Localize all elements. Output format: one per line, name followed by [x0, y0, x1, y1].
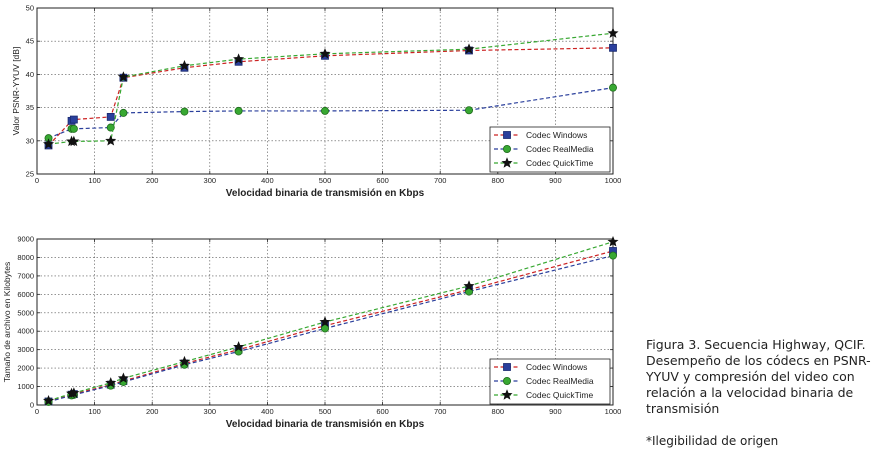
- data-point: [68, 135, 80, 147]
- x-tick-label: 0: [35, 176, 39, 185]
- series-line: [48, 250, 614, 403]
- data-point: [463, 43, 475, 54]
- y-tick-label: 30: [26, 136, 34, 145]
- data-point: [609, 43, 617, 52]
- data-point: [609, 251, 618, 260]
- data-point: [119, 108, 128, 117]
- data-point: [178, 59, 190, 71]
- x-tick-label: 200: [146, 407, 159, 416]
- y-tick-label: 40: [26, 70, 34, 79]
- data-point: [464, 106, 473, 115]
- data-point: [42, 394, 55, 406]
- legend-marker: [501, 157, 513, 168]
- legend-label: Codec Windows: [526, 362, 587, 372]
- y-tick-label: 9000: [17, 235, 34, 244]
- x-tick-label: 700: [434, 176, 447, 185]
- data-point: [68, 387, 80, 398]
- y-tick-label: 45: [26, 37, 34, 46]
- y-tick-label: 3000: [17, 345, 34, 354]
- data-point: [320, 106, 329, 115]
- data-point: [233, 53, 245, 64]
- x-tick-label: 1000: [605, 176, 622, 185]
- y-tick-label: 25: [26, 170, 34, 179]
- data-point: [320, 324, 329, 333]
- series-line: [48, 255, 614, 403]
- x-tick-label: 100: [88, 176, 101, 185]
- y-tick-label: 5000: [17, 308, 34, 317]
- figure-caption: Figura 3. Secuencia Highway, QCIF. Desem…: [646, 337, 871, 416]
- x-tick-label: 400: [261, 176, 274, 185]
- data-point: [463, 280, 475, 291]
- x-tick-label: 900: [549, 176, 562, 185]
- legend-marker: [503, 363, 511, 371]
- x-tick-label: 900: [549, 407, 562, 416]
- legend-label: Codec Windows: [526, 130, 587, 140]
- data-point: [117, 372, 129, 383]
- legend-label: Codec RealMedia: [526, 376, 594, 386]
- x-axis-label: Velocidad binaria de transmisión en Kbps: [226, 419, 425, 430]
- series-line: [48, 87, 614, 139]
- chart-1: 0 100 200 300 400 500 600 700 800 900 1000 25 30 35 40…: [11, 4, 621, 200]
- data-point: [319, 48, 331, 59]
- y-axis-label: Tamaño de archivo en Kilobytes: [2, 262, 12, 383]
- y-tick-label: 50: [26, 4, 34, 13]
- data-point: [117, 71, 129, 82]
- x-tick-label: 800: [492, 176, 505, 185]
- data-point: [233, 341, 245, 352]
- x-tick-label: 600: [376, 176, 389, 185]
- legend-label: Codec QuickTime: [526, 390, 594, 400]
- legend-marker: [502, 376, 511, 385]
- data-point: [609, 83, 618, 92]
- series-line: [48, 32, 614, 145]
- data-point: [105, 134, 117, 146]
- data-point: [607, 27, 619, 38]
- legend-marker: [502, 144, 511, 153]
- y-tick-label: 8000: [17, 253, 34, 262]
- series-codec-quicktime: [42, 27, 619, 149]
- y-tick-label: 35: [26, 103, 34, 112]
- legend-label: Codec QuickTime: [526, 158, 594, 168]
- data-point: [105, 377, 117, 388]
- data-point: [42, 138, 55, 149]
- data-point: [319, 316, 331, 327]
- x-tick-label: 500: [319, 407, 332, 416]
- data-point: [106, 112, 115, 121]
- x-tick-label: 300: [204, 176, 217, 185]
- series-codec-quicktime: [42, 235, 619, 406]
- y-tick-label: 2000: [17, 364, 34, 373]
- y-tick-label: 4000: [17, 327, 34, 336]
- legend: Codec Windows Codec RealMedia Codec QuickT…: [489, 358, 611, 405]
- legend-label: Codec RealMedia: [526, 144, 594, 154]
- illegibility-note: *Ilegibilidad de origen: [646, 434, 779, 448]
- data-point: [234, 106, 243, 115]
- y-tick-label: 1000: [17, 382, 34, 391]
- x-tick-label: 100: [88, 407, 101, 416]
- x-tick-label: 0: [35, 407, 39, 416]
- legend: Codec Windows Codec RealMedia Codec QuickT…: [489, 126, 611, 173]
- y-axis-label: Valor PSNR-YYUV [dB]: [11, 47, 21, 136]
- x-tick-label: 800: [492, 407, 505, 416]
- x-tick-label: 200: [146, 176, 159, 185]
- x-tick-label: 500: [319, 176, 332, 185]
- x-tick-label: 300: [204, 407, 217, 416]
- x-tick-label: 1000: [605, 407, 622, 416]
- data-point: [69, 124, 78, 133]
- y-tick-label: 7000: [17, 271, 34, 280]
- x-tick-label: 400: [261, 407, 274, 416]
- x-tick-label: 600: [376, 407, 389, 416]
- x-tick-label: 700: [434, 407, 447, 416]
- legend-marker: [503, 131, 511, 139]
- data-point: [607, 235, 619, 247]
- data-point: [178, 355, 190, 367]
- data-point: [180, 107, 189, 116]
- x-axis-label: Velocidad binaria de transmisión en Kbps: [226, 188, 425, 199]
- legend-marker: [501, 389, 513, 400]
- y-tick-label: 0: [30, 401, 34, 410]
- chart-2: 0 100 200 300 400 500 600 700 800 900 1000 0 1000 200…: [2, 235, 621, 431]
- data-point: [69, 115, 78, 124]
- y-tick-label: 6000: [17, 290, 34, 299]
